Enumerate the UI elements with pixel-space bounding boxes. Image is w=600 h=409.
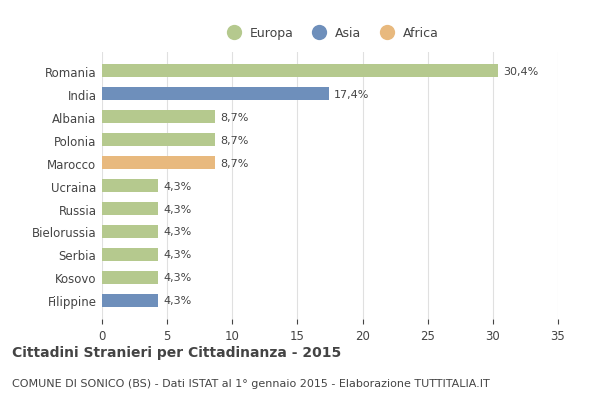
Text: COMUNE DI SONICO (BS) - Dati ISTAT al 1° gennaio 2015 - Elaborazione TUTTITALIA.: COMUNE DI SONICO (BS) - Dati ISTAT al 1°…: [12, 378, 490, 388]
Bar: [102, 294, 158, 307]
Text: 17,4%: 17,4%: [334, 90, 369, 99]
Text: 4,3%: 4,3%: [163, 250, 191, 260]
Bar: [102, 88, 329, 101]
Text: 4,3%: 4,3%: [163, 296, 191, 306]
Text: 4,3%: 4,3%: [163, 204, 191, 214]
Legend: Europa, Asia, Africa: Europa, Asia, Africa: [217, 22, 443, 45]
Bar: [102, 134, 215, 146]
Bar: [102, 272, 158, 284]
Text: 4,3%: 4,3%: [163, 273, 191, 283]
Text: 30,4%: 30,4%: [503, 67, 539, 76]
Bar: [102, 111, 215, 124]
Bar: [102, 180, 158, 192]
Text: 8,7%: 8,7%: [221, 135, 249, 145]
Text: 4,3%: 4,3%: [163, 227, 191, 237]
Bar: [102, 249, 158, 261]
Text: 8,7%: 8,7%: [221, 112, 249, 122]
Text: 4,3%: 4,3%: [163, 181, 191, 191]
Bar: [102, 157, 215, 169]
Bar: [102, 65, 498, 78]
Text: Cittadini Stranieri per Cittadinanza - 2015: Cittadini Stranieri per Cittadinanza - 2…: [12, 346, 341, 360]
Bar: [102, 226, 158, 238]
Text: 8,7%: 8,7%: [221, 158, 249, 168]
Bar: [102, 203, 158, 215]
